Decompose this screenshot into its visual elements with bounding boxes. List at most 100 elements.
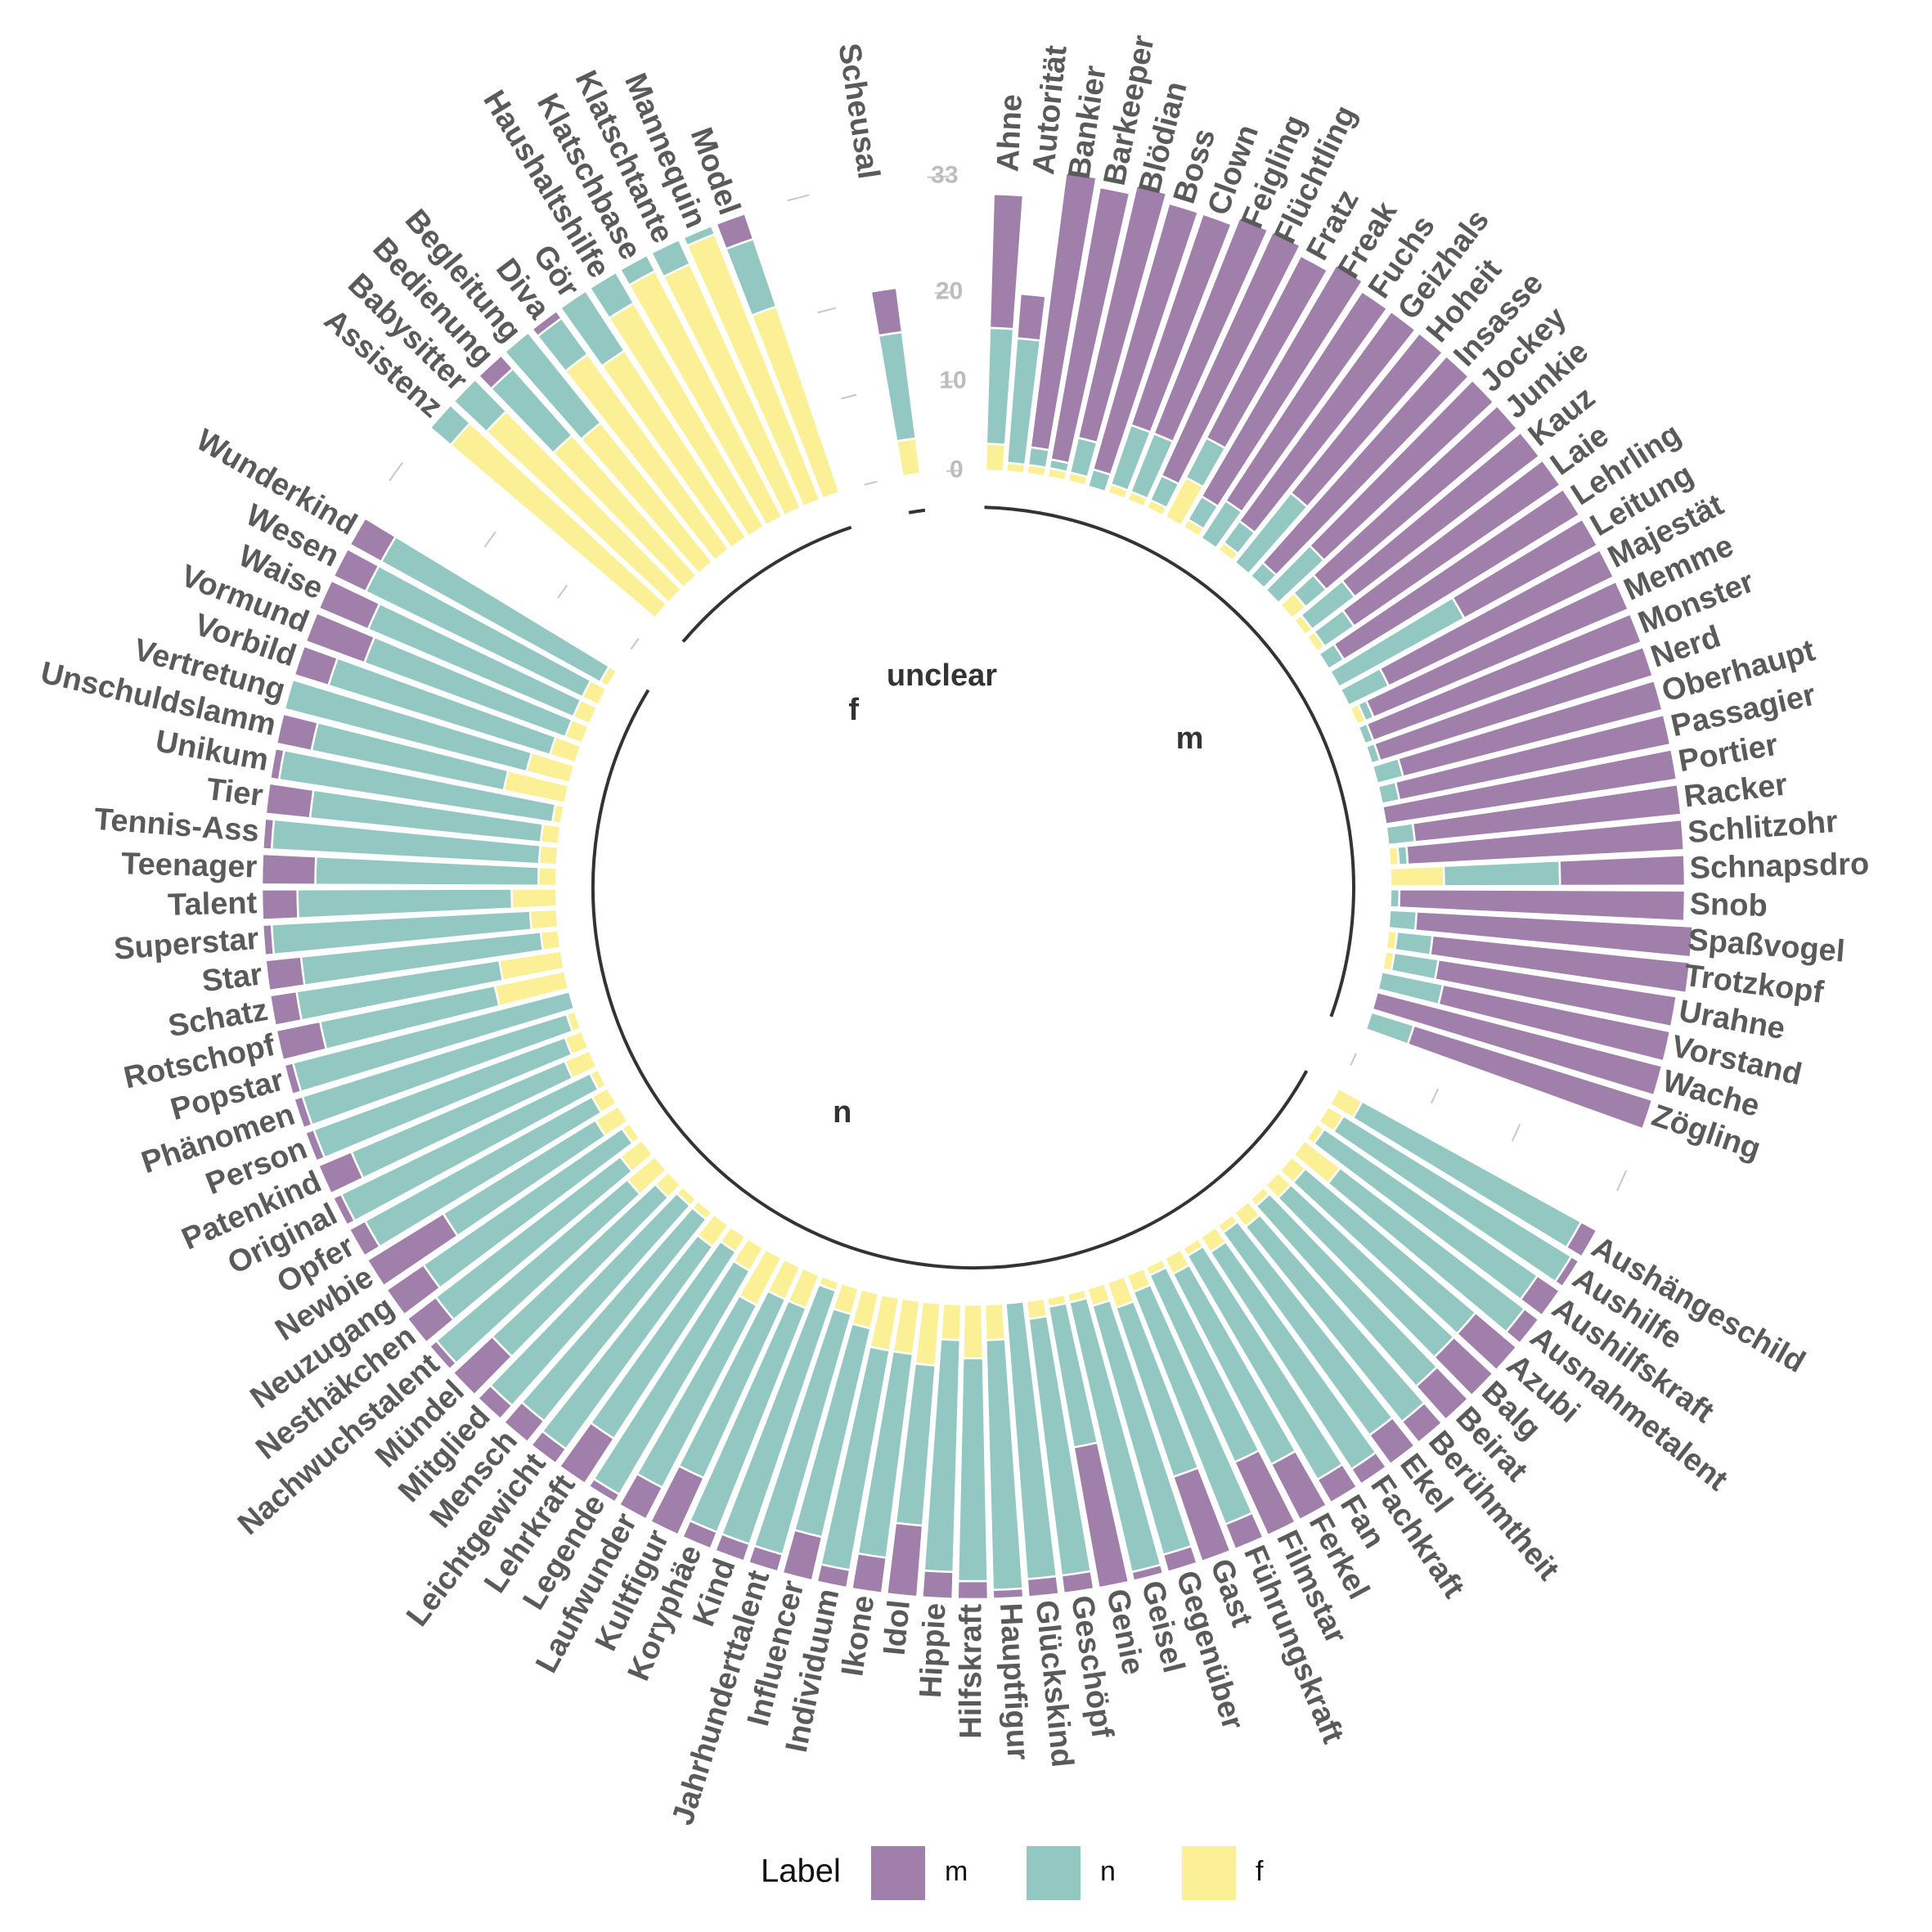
group-arc xyxy=(591,689,1309,1269)
bar-segment-m xyxy=(1504,1307,1541,1346)
bar-segment-m xyxy=(530,309,564,338)
bar-segment-n xyxy=(452,378,508,434)
bar-segment-n xyxy=(503,330,603,441)
bar-segment-m xyxy=(921,1569,955,1600)
bar-segment-n xyxy=(283,678,533,773)
bar-segment-m xyxy=(1565,1220,1598,1259)
word-label: Hippie xyxy=(914,1602,953,1699)
bar-segment-m xyxy=(268,747,285,781)
bar-segment-m xyxy=(1455,1310,1518,1372)
bar-segment-m xyxy=(1371,991,1664,1097)
bar-segment-m xyxy=(1015,292,1047,342)
bar-segment-m xyxy=(1413,910,1694,959)
bar-segment-m xyxy=(1414,1365,1470,1422)
bar-segment-m xyxy=(1350,1451,1388,1486)
bar-segment-m xyxy=(1269,1449,1328,1521)
bar-segment-m xyxy=(406,1296,456,1345)
gridline-tick xyxy=(927,175,950,178)
group-arcs: m n f unclear xyxy=(591,505,1355,1269)
bar-segment-n xyxy=(1393,930,1434,957)
word-label: Schnapsdro xyxy=(1689,847,1870,886)
radial-gridlines xyxy=(389,175,1628,1192)
word-label: Tier xyxy=(204,772,265,813)
bar-segment-m xyxy=(1076,184,1168,444)
bar-segment-m xyxy=(1260,354,1471,577)
word-label: Scheusal xyxy=(832,41,886,181)
bar-segment-m xyxy=(1289,331,1445,509)
bar-segment-n xyxy=(429,403,472,447)
bar-segment-f xyxy=(939,1302,963,1341)
bar-segment-m xyxy=(681,1519,719,1551)
bar-segment-m xyxy=(988,192,1025,330)
legend-label-n: n xyxy=(1100,1856,1116,1887)
bar-segment-m xyxy=(781,1529,824,1582)
bar-segment-m xyxy=(1130,1563,1165,1583)
bar-segment-m xyxy=(304,611,376,665)
bar-segment-m xyxy=(747,1544,784,1574)
bar-segment-m xyxy=(261,817,276,851)
bar-segment-n xyxy=(588,271,636,320)
bar-segment-m xyxy=(1049,186,1131,465)
bar-segment-m xyxy=(850,1552,888,1595)
bar-segment-n xyxy=(1385,821,1417,847)
gridline-tick xyxy=(940,380,957,384)
bar-segment-f xyxy=(984,443,1007,473)
bar-segment-m xyxy=(1060,1570,1095,1595)
bar-segment-m xyxy=(1365,612,1643,743)
bar-segment-n xyxy=(681,224,717,248)
bar-segment-m xyxy=(428,1339,458,1371)
bar-segment-m xyxy=(452,1335,514,1396)
bar-segment-m xyxy=(1072,1441,1130,1589)
bar-segment-m xyxy=(282,1061,303,1096)
bar-segment-m xyxy=(1398,887,1687,923)
word-label: Hilfskraft xyxy=(954,1604,988,1739)
bar-segment-m xyxy=(275,1020,328,1062)
bar-segment-m xyxy=(1411,783,1683,843)
legend: Label m n f xyxy=(761,1846,1264,1900)
bar-segment-m xyxy=(1224,290,1389,514)
bar-segment-f xyxy=(1389,865,1445,887)
bar-segment-m xyxy=(1400,1401,1444,1445)
bar-segment-f xyxy=(537,844,559,866)
bar-segment-m xyxy=(1405,818,1686,866)
bar-segment-m xyxy=(1364,580,1630,719)
bar-segment-m xyxy=(317,579,381,631)
bar-segment-m xyxy=(1130,212,1233,434)
group-label: m xyxy=(1176,721,1204,756)
bar-segment-n xyxy=(1442,859,1561,887)
bar-segment-m xyxy=(956,1579,990,1601)
bar-segment-m xyxy=(1233,1449,1297,1537)
bar-segment-m xyxy=(558,1421,616,1485)
bar-segment-m xyxy=(1308,379,1495,562)
bar-segment-m xyxy=(1029,171,1099,452)
gridline-tick xyxy=(389,462,403,482)
bar-segment-m xyxy=(885,1521,924,1598)
word-label: Talent xyxy=(168,886,258,923)
word-label: Snob xyxy=(1689,887,1768,923)
gridline-tick xyxy=(557,584,568,599)
gridline-tick xyxy=(864,480,878,486)
bar-segment-m xyxy=(1315,1462,1359,1504)
bar-segment-m xyxy=(587,1477,622,1504)
group-arc xyxy=(908,508,926,514)
bar-segment-m xyxy=(292,1094,314,1130)
bar-segment-m xyxy=(1200,263,1364,508)
gridline-tick xyxy=(841,393,857,400)
gridline-tick xyxy=(483,531,496,548)
axis-ticks: 0 10 20 33 xyxy=(931,162,967,483)
bar-segment-m xyxy=(1553,1255,1581,1288)
bar-segment-m xyxy=(261,923,276,957)
gridline-tick xyxy=(946,470,960,473)
bar-segment-m xyxy=(1378,548,1615,688)
bar-segment-m xyxy=(1373,645,1655,762)
bar-segment-m xyxy=(260,888,299,921)
bar-segment-m xyxy=(260,852,317,886)
bar-segment-f xyxy=(895,437,922,478)
bar-segment-m xyxy=(1171,1466,1233,1563)
bar-segment-m xyxy=(1026,1575,1060,1598)
bar-segment-m xyxy=(348,516,398,564)
bar-segment-m xyxy=(1341,430,1541,599)
bar-segment-m xyxy=(1224,1511,1265,1551)
